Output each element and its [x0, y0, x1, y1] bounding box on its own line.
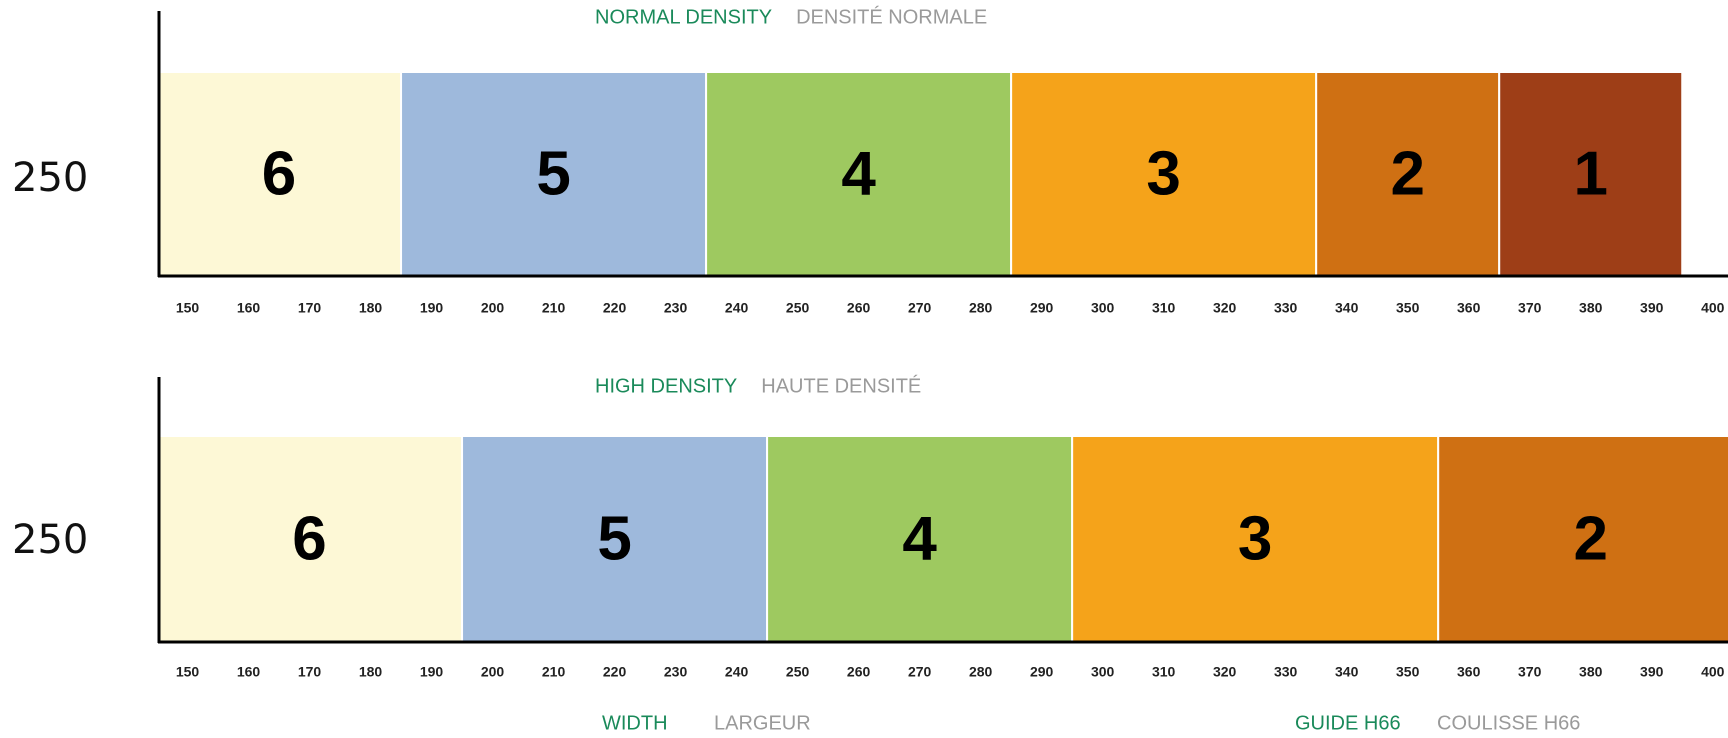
segment-label: 2	[1573, 504, 1607, 573]
x-tick-label: 190	[420, 664, 444, 680]
segment	[1315, 71, 1501, 277]
chart-title-fr: HAUTE DENSITÉ	[761, 374, 921, 397]
chart-title: NORMAL DENSITY	[595, 6, 772, 28]
x-tick-label: 150	[176, 300, 200, 316]
x-tick-label: 310	[1152, 664, 1176, 680]
x-tick-label: 290	[1030, 664, 1054, 680]
segment	[157, 435, 464, 643]
segment-label: 3	[1146, 139, 1180, 208]
segment-label: 6	[262, 139, 296, 208]
x-tick-label: 340	[1335, 664, 1359, 680]
x-tick-label: 180	[359, 664, 383, 680]
x-tick-label: 240	[725, 300, 749, 316]
segment	[1437, 435, 1728, 643]
segment	[400, 71, 708, 277]
x-tick-label: 390	[1640, 664, 1664, 680]
segment	[1010, 71, 1318, 277]
x-tick-label: 360	[1457, 664, 1481, 680]
x-tick-label: 280	[969, 664, 993, 680]
x-tick-label: 320	[1213, 664, 1237, 680]
x-tick-label: 350	[1396, 300, 1420, 316]
x-tick-label: 240	[725, 664, 749, 680]
guide-label-fr: COULISSE H66	[1437, 712, 1580, 734]
x-tick-label: 220	[603, 300, 627, 316]
segment-label: 4	[902, 504, 937, 573]
guide-label: GUIDE H66	[1295, 712, 1401, 734]
x-tick-label: 350	[1396, 664, 1420, 680]
x-tick-label: 310	[1152, 300, 1176, 316]
segment-label: 2	[1390, 139, 1424, 208]
x-tick-label: 400	[1701, 664, 1725, 680]
x-label: WIDTH	[602, 712, 668, 734]
x-tick-label: 290	[1030, 300, 1054, 316]
x-tick-label: 280	[969, 300, 993, 316]
x-tick-label: 300	[1091, 664, 1115, 680]
row-label: 250	[12, 517, 88, 563]
x-tick-label: 360	[1457, 300, 1481, 316]
x-tick-label: 260	[847, 300, 871, 316]
x-tick-label: 160	[237, 300, 261, 316]
x-tick-label: 210	[542, 300, 566, 316]
segment	[461, 435, 769, 643]
segment-label: 4	[841, 139, 876, 208]
x-tick-label: 380	[1579, 300, 1603, 316]
chart-title: HIGH DENSITY	[595, 375, 737, 397]
x-tick-label: 340	[1335, 300, 1359, 316]
x-tick-label: 370	[1518, 300, 1542, 316]
x-tick-label: 250	[786, 300, 810, 316]
x-tick-label: 200	[481, 664, 505, 680]
segment-label: 6	[292, 504, 326, 573]
plot: 6 5 4 3 2	[157, 435, 1728, 643]
x-tick-label: 330	[1274, 300, 1298, 316]
x-tick-label: 400	[1701, 300, 1725, 316]
x-tick-label: 270	[908, 300, 932, 316]
x-tick-label: 390	[1640, 300, 1664, 316]
chart-title-fr: DENSITÉ NORMALE	[796, 5, 987, 28]
x-tick-label: 200	[481, 300, 505, 316]
x-tick-label: 180	[359, 300, 383, 316]
row-label: 250	[12, 155, 88, 201]
x-tick-label: 250	[786, 664, 810, 680]
segment-label: 5	[536, 139, 570, 208]
x-tick-label: 210	[542, 664, 566, 680]
segment	[1071, 435, 1440, 643]
x-tick-label: 160	[237, 664, 261, 680]
x-tick-label: 230	[664, 300, 688, 316]
x-tick-label: 380	[1579, 664, 1603, 680]
x-tick-label: 370	[1518, 664, 1542, 680]
x-tick-label: 270	[908, 664, 932, 680]
x-tick-label: 170	[298, 300, 322, 316]
segment	[1498, 71, 1684, 277]
segment-label: 3	[1238, 504, 1272, 573]
segment	[766, 435, 1074, 643]
x-tick-label: 220	[603, 664, 627, 680]
x-tick-label: 300	[1091, 300, 1115, 316]
x-tick-label: 170	[298, 664, 322, 680]
x-label-fr: LARGEUR	[714, 712, 811, 734]
segment	[157, 71, 403, 277]
x-tick-label: 150	[176, 664, 200, 680]
x-tick-label: 230	[664, 664, 688, 680]
x-tick-label: 330	[1274, 664, 1298, 680]
segment-label: 5	[597, 504, 631, 573]
x-tick-label: 320	[1213, 300, 1237, 316]
x-tick-label: 190	[420, 300, 444, 316]
x-tick-label: 260	[847, 664, 871, 680]
segment-label: 1	[1573, 139, 1607, 208]
plot: 6 5 4 3 2 1	[157, 71, 1684, 277]
